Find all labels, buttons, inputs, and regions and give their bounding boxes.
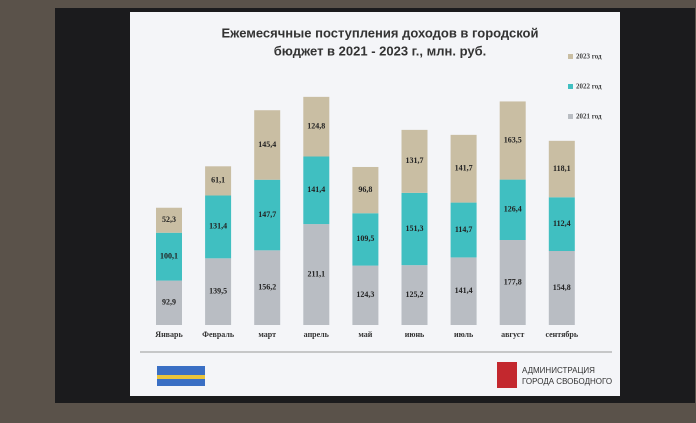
bar-segment — [303, 156, 330, 225]
bar-segment — [499, 240, 526, 325]
x-tick-label: Февраль — [202, 330, 235, 339]
value-label: 139,5 — [209, 286, 227, 295]
bar-segment — [352, 213, 379, 266]
legend-label: 2022 год — [576, 83, 602, 91]
legend-swatch — [568, 114, 573, 119]
bar-segment — [401, 129, 428, 193]
x-tick-label: Январь — [155, 330, 183, 339]
bar-segment — [254, 179, 281, 251]
value-label: 52,3 — [162, 215, 176, 224]
bar-segment — [205, 258, 232, 325]
x-tick-label: август — [501, 330, 524, 339]
bar-segment — [499, 179, 526, 241]
value-label: 131,4 — [209, 222, 227, 231]
value-label: 124,3 — [356, 290, 374, 299]
value-label: 124,8 — [307, 122, 325, 131]
x-tick-label: июнь — [405, 330, 425, 339]
bar-segment — [205, 195, 232, 259]
value-label: 145,4 — [258, 140, 276, 149]
value-label: 163,5 — [504, 135, 522, 144]
value-label: 96,8 — [358, 185, 372, 194]
bar-segment — [401, 192, 428, 266]
value-label: 109,5 — [356, 234, 374, 243]
value-label: 156,2 — [258, 282, 276, 291]
bar-segment — [548, 251, 575, 325]
x-tick-label: июль — [454, 330, 474, 339]
bar-segment — [156, 232, 182, 281]
bar-segment — [254, 110, 281, 180]
value-label: 154,8 — [553, 283, 571, 292]
bar-segment — [303, 224, 330, 325]
bar-segment — [450, 257, 477, 325]
value-label: 112,4 — [553, 219, 571, 228]
bar-segment — [499, 101, 526, 180]
bar-segment — [548, 197, 575, 252]
x-tick-label: сентябрь — [545, 330, 578, 339]
bar-segment — [156, 280, 182, 325]
value-label: 141,4 — [307, 185, 325, 194]
chart-title: Ежемесячные поступления доходов в городс… — [221, 25, 538, 40]
value-label: 177,8 — [504, 277, 522, 286]
legend-label: 2021 год — [576, 113, 602, 121]
value-label: 147,7 — [258, 210, 276, 219]
value-label: 141,7 — [455, 164, 473, 173]
bar-segment — [548, 140, 575, 198]
value-label: 92,9 — [162, 298, 176, 307]
emblem — [497, 362, 517, 388]
flag-stripe — [157, 375, 205, 379]
x-tick-label: март — [258, 330, 276, 339]
bar-segment — [352, 265, 379, 325]
value-label: 114,7 — [455, 225, 473, 234]
bar-segment — [156, 207, 182, 233]
value-label: 141,4 — [455, 286, 473, 295]
value-label: 118,1 — [553, 164, 571, 173]
value-label: 61,1 — [211, 176, 225, 185]
value-label: 126,4 — [504, 205, 522, 214]
value-label: 100,1 — [160, 251, 178, 260]
footer-text: ГОРОДА СВОБОДНОГО — [522, 377, 612, 386]
legend-swatch — [568, 84, 573, 89]
chart-title: бюджет в 2021 - 2023 г., млн. руб. — [274, 43, 486, 58]
bar-segment — [450, 134, 477, 203]
bar-segment — [352, 166, 379, 214]
value-label: 131,7 — [406, 156, 424, 165]
bar-segment — [450, 202, 477, 258]
legend-label: 2023 год — [576, 53, 602, 61]
bar-segment — [205, 166, 232, 196]
value-label: 125,2 — [406, 290, 424, 299]
x-tick-label: апрель — [304, 330, 330, 339]
bar-segment — [401, 265, 428, 325]
value-label: 151,3 — [406, 224, 424, 233]
bar-segment — [303, 96, 330, 157]
legend-swatch — [568, 54, 573, 59]
bar-segment — [254, 250, 281, 325]
value-label: 211,1 — [308, 269, 326, 278]
x-tick-label: май — [358, 330, 372, 339]
footer-text: АДМИНИСТРАЦИЯ — [522, 366, 595, 375]
